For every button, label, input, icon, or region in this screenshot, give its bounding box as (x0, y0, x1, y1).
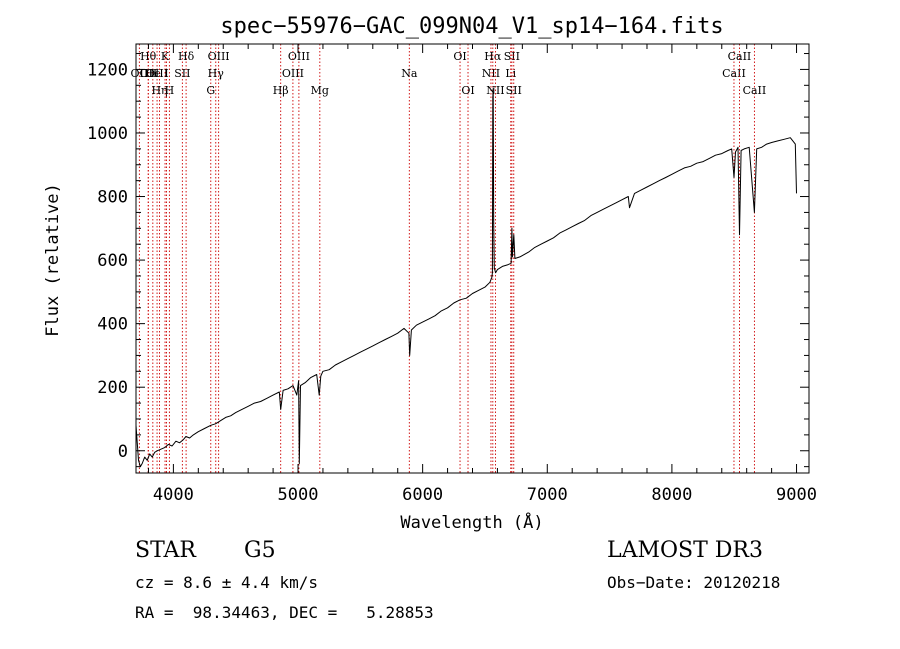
chart-title: spec−55976−GAC_099N04_V1_sp14−164.fits (220, 14, 723, 39)
line-marker-label: CaII (722, 67, 746, 80)
y-tick-label: 800 (97, 188, 128, 208)
line-marker-label: OIII (282, 67, 304, 80)
y-tick-label: 200 (97, 378, 128, 398)
axis-ticks: 4000 5000 6000 7000 8000 9000 0 200 400 600 800 100… (87, 44, 817, 505)
line-marker-label: Hθ (140, 50, 157, 63)
redshift-velocity: cz = 8.6 ± 4.4 km/s (135, 573, 319, 592)
x-tick-label: 5000 (278, 485, 319, 505)
x-tick-label: 8000 (651, 485, 692, 505)
line-marker-label: CaII (728, 50, 752, 63)
survey-release: LAMOST DR3 (607, 538, 763, 563)
line-marker-label: SII (504, 50, 520, 63)
y-tick-label: 400 (97, 315, 128, 335)
y-axis-label: Flux (relative) (43, 183, 63, 337)
line-marker-label: CaII (743, 84, 767, 97)
line-marker-label: OI (453, 50, 466, 63)
line-marker-label: NII (482, 67, 500, 80)
line-marker-label: Hβ (273, 84, 289, 97)
line-marker-label: OIII (208, 50, 230, 63)
line-marker-label: Li (505, 67, 516, 80)
line-marker-label: Hγ (208, 67, 225, 80)
spectrum-series (135, 88, 797, 468)
line-marker-label: Hη (151, 84, 167, 97)
line-marker-label: Mg (311, 84, 329, 97)
line-marker-label: K (161, 50, 170, 63)
y-tick-label: 600 (97, 251, 128, 271)
line-marker-label: I (164, 67, 168, 80)
y-tick-label: 1200 (87, 60, 128, 80)
spectral-line-markers: OIIHθOIIHeOIIIHηKIHSIIHδGHγOIIIHβOIIIOII… (131, 44, 767, 473)
line-marker-label: OII (131, 67, 149, 80)
line-marker-label: H (165, 84, 175, 97)
x-tick-label: 6000 (402, 485, 443, 505)
line-marker-label: Hδ (178, 50, 195, 63)
observation-date: Obs−Date: 20120218 (607, 573, 781, 592)
line-marker-label: SII (506, 84, 522, 97)
sky-coordinates: RA = 98.34463, DEC = 5.28853 (135, 603, 434, 622)
line-marker-label: G (206, 84, 215, 97)
line-marker-label: NII (486, 84, 504, 97)
line-marker-label: OIII (146, 67, 168, 80)
line-marker-label: Na (401, 67, 418, 80)
line-marker-label: OI (461, 84, 474, 97)
object-class: STAR (135, 538, 196, 563)
x-tick-label: 4000 (153, 485, 194, 505)
y-tick-label: 0 (118, 442, 128, 462)
plot-frame (135, 43, 810, 474)
y-tick-label: 1000 (87, 124, 128, 144)
line-marker-label: Hα (484, 50, 502, 63)
x-tick-label: 7000 (527, 485, 568, 505)
spectrum-line (135, 88, 797, 468)
x-axis-label: Wavelength (Å) (400, 511, 543, 533)
line-marker-label: OIII (288, 50, 310, 63)
line-marker-label: SII (174, 67, 190, 80)
object-subclass: G5 (244, 538, 276, 563)
x-tick-label: 9000 (776, 485, 817, 505)
